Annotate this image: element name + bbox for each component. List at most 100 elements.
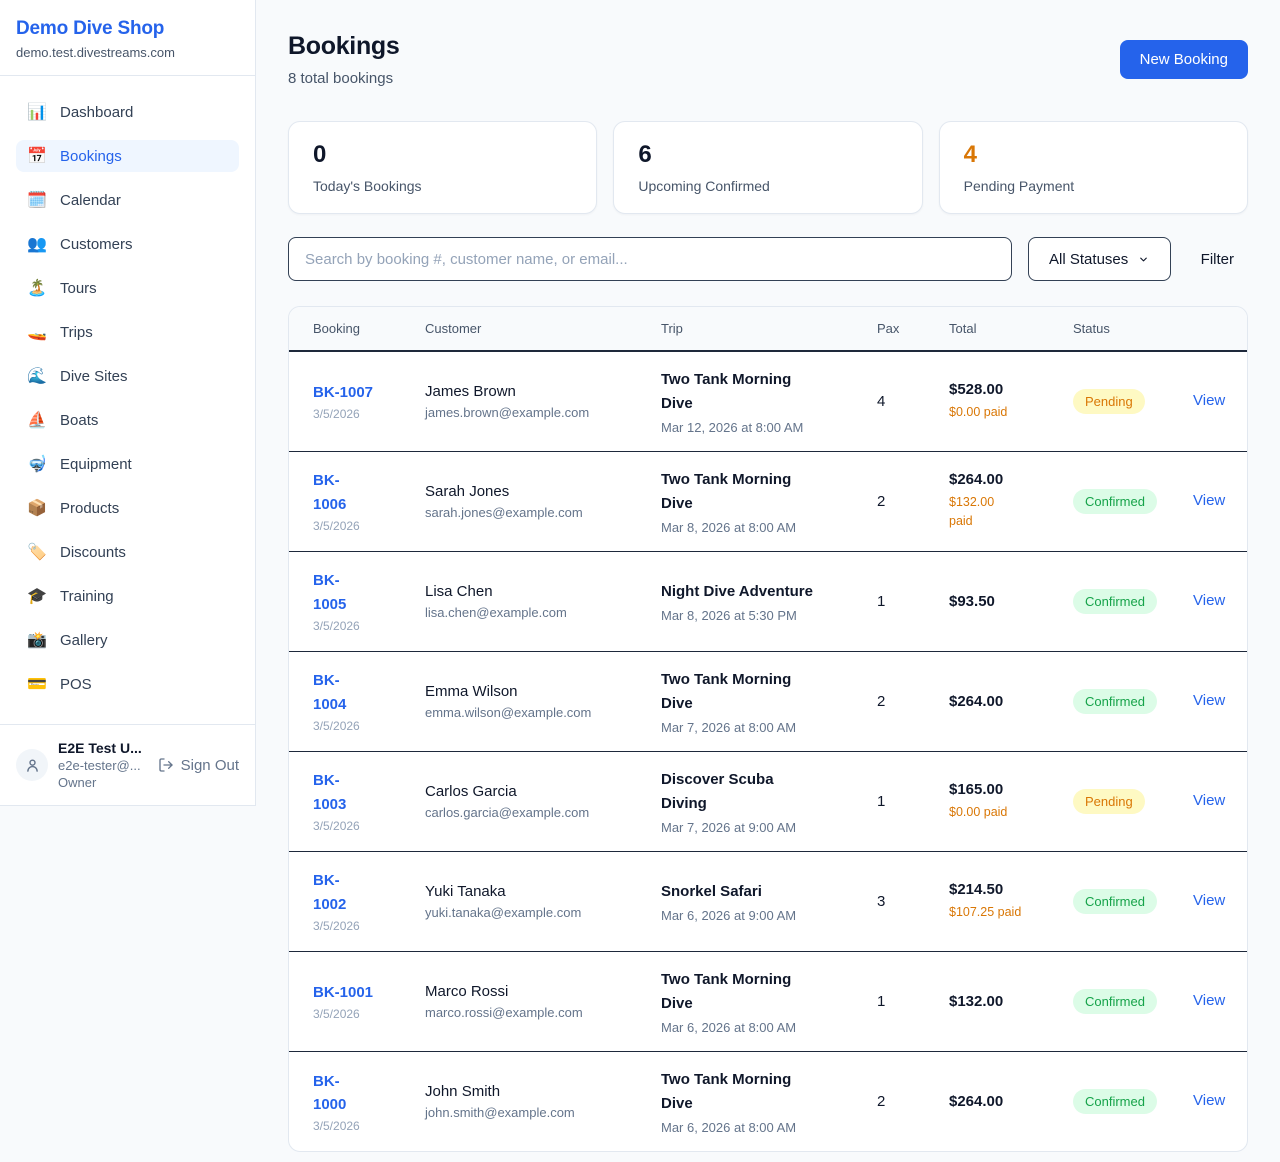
sidebar-item-bookings[interactable]: 📅 Bookings [16,140,239,172]
booking-id-link[interactable]: BK- 1006 [313,469,409,516]
booking-date: 3/5/2026 [313,1007,360,1022]
booking-cell: BK-1007 3/5/2026 [289,351,425,451]
paid-amount: $0.00 paid [949,403,1057,422]
trip-cell: Two Tank Morning Dive Mar 12, 2026 at 8:00… [661,351,877,451]
sidebar-item-dive-sites[interactable]: 🌊 Dive Sites [16,360,239,392]
view-link[interactable]: View [1193,792,1226,809]
booking-id-link[interactable]: BK- 1004 [313,669,409,716]
user-role: Owner [58,775,97,790]
bookings-table-card: Booking Customer Trip Pax Total Status BK-100… [288,306,1248,1152]
view-link[interactable]: View [1193,892,1226,909]
sidebar-item-pos[interactable]: 💳 POS [16,668,239,700]
filter-button[interactable]: Filter [1187,251,1248,268]
action-cell: View [1177,850,1247,951]
total-cell: $528.00 $0.00 paid [949,351,1073,451]
action-cell: View [1177,1050,1247,1151]
booking-id-line: 1004 [313,695,347,713]
sailboat-icon: ⛵ [27,412,47,429]
sidebar-item-equipment[interactable]: 🤿 Equipment [16,448,239,480]
sidebar-item-dashboard[interactable]: 📊 Dashboard [16,96,239,128]
user-box: E2E Test U... e2e-tester@... Owner Sign … [0,724,255,805]
status-badge: Confirmed [1073,988,1157,1014]
pax-value: 1 [877,992,886,1010]
trip-cell: Two Tank Morning Dive Mar 6, 2026 at 8:00 … [661,950,877,1051]
trip-cell: Snorkel Safari Mar 6, 2026 at 9:00 AM [661,850,877,951]
table-row: BK-1007 3/5/2026 James Brown james.brown@ex… [289,351,1247,451]
paid-amount-line: $107.25 paid [949,904,1022,919]
stat-label: Upcoming Confirmed [638,178,770,194]
status-select[interactable]: All Statuses [1027,237,1171,281]
booking-id-link[interactable]: BK- 1005 [313,569,409,616]
status-cell: Pending [1073,750,1177,851]
new-booking-button[interactable]: New Booking [1119,40,1248,79]
pax-value: 2 [877,1092,886,1110]
island-icon: 🏝️ [27,280,47,297]
view-link[interactable]: View [1193,992,1226,1009]
action-cell: View [1177,950,1247,1051]
customer-name: Yuki Tanaka [425,882,506,900]
view-link[interactable]: View [1193,1092,1226,1110]
column-header-actions [1177,307,1247,352]
booking-cell: BK- 1004 3/5/2026 [289,650,425,751]
view-link[interactable]: View [1193,492,1226,509]
sidebar-item-label: Tours [60,279,97,297]
booking-date: 3/5/2026 [313,1119,360,1133]
sidebar-item-tours[interactable]: 🏝️ Tours [16,272,239,304]
pax-value: 2 [877,692,886,710]
booking-id-line: BK-1007 [313,384,374,402]
table-row: BK- 1005 3/5/2026 Lisa Chen lisa.chen@exampl… [289,550,1247,651]
sign-out-label: Sign Out [180,756,239,774]
stat-card-today-s-bookings: 0 Today's Bookings [288,121,598,214]
table-row: BK- 1000 3/5/2026 John Smith john.smith@exam… [289,1050,1247,1151]
sidebar-item-calendar[interactable]: 🗓️ Calendar [16,184,239,216]
column-header-pax: Pax [877,307,949,352]
stats-row: 0 Today's Bookings 6 Upcoming Confirmed 4 Pen… [288,121,1248,214]
trip-time: Mar 6, 2026 at 8:00 AM [661,1119,797,1135]
view-link[interactable]: View [1193,392,1226,410]
sidebar-item-label: Trips [60,323,93,341]
package-icon: 📦 [27,500,47,517]
customer-email: james.brown@example.com [425,404,590,420]
booking-id-link[interactable]: BK- 1003 [313,769,409,816]
customer-email: marco.rossi@example.com [425,1004,583,1020]
user-meta: E2E Test U... e2e-tester@... Owner [58,740,148,790]
booking-id-link[interactable]: BK-1007 [313,381,409,404]
pax-value: 3 [877,892,886,910]
sidebar-item-training[interactable]: 🎓 Training [16,580,239,612]
view-link[interactable]: View [1193,692,1226,709]
booking-id-link[interactable]: BK-1001 [313,981,409,1004]
status-cell: Confirmed [1073,650,1177,751]
trip-name-line: Two Tank Morning [661,1070,792,1088]
booking-cell: BK- 1006 3/5/2026 [289,450,425,551]
trip-time: Mar 7, 2026 at 9:00 AM [661,819,797,835]
booking-date: 3/5/2026 [313,818,360,833]
sidebar-item-discounts[interactable]: 🏷️ Discounts [16,536,239,568]
sidebar-item-customers[interactable]: 👥 Customers [16,228,239,260]
search-input[interactable] [288,237,1012,281]
sidebar-item-products[interactable]: 📦 Products [16,492,239,524]
user-email: e2e-tester@... [58,758,141,773]
customer-cell: John Smith john.smith@example.com [425,1050,661,1151]
stat-label: Pending Payment [963,178,1075,194]
user-name: E2E Test U... [58,740,142,756]
status-badge: Pending [1073,388,1145,414]
sidebar-item-trips[interactable]: 🚤 Trips [16,316,239,348]
view-link[interactable]: View [1193,592,1226,609]
sidebar-item-boats[interactable]: ⛵ Boats [16,404,239,436]
customer-email: emma.wilson@example.com [425,704,592,720]
trip-cell: Discover Scuba Diving Mar 7, 2026 at 9:00 … [661,750,877,851]
total-amount: $528.00 [949,380,1004,398]
booking-id-link[interactable]: BK- 1000 [313,1070,409,1117]
customer-name: Sarah Jones [425,482,510,500]
total-cell: $132.00 [949,950,1073,1051]
sidebar-item-gallery[interactable]: 📸 Gallery [16,624,239,656]
trip-time: Mar 8, 2026 at 5:30 PM [661,607,797,623]
customer-name: Lisa Chen [425,582,493,600]
customer-email: yuki.tanaka@example.com [425,904,582,920]
trip-name: Two Tank Morning Dive [661,668,861,716]
filter-row: All Statuses Filter [288,237,1248,281]
trip-cell: Night Dive Adventure Mar 8, 2026 at 5:30 … [661,550,877,651]
sidebar-item-label: Products [60,499,120,517]
sign-out-button[interactable]: Sign Out [158,757,239,774]
booking-id-link[interactable]: BK- 1002 [313,869,409,916]
